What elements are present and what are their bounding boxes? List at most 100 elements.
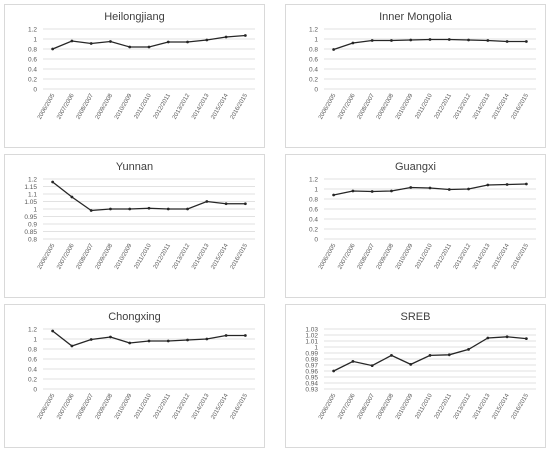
x-tick-label: 2014/2013 xyxy=(472,392,492,420)
data-point xyxy=(409,38,413,42)
y-tick-label: 0 xyxy=(314,87,318,94)
x-tick-label: 2006/2005 xyxy=(37,392,57,420)
data-point xyxy=(467,348,470,351)
chart-title: SREB xyxy=(400,311,431,323)
x-tick-label: 2013/2012 xyxy=(453,392,473,420)
line-chart: 0 0.2 0.4 0.6 0.8 1 1.2 2006/2005 2007/2006 2008/… xyxy=(28,27,255,121)
chart-title: Guangxi xyxy=(395,161,436,173)
y-tick-label: 0.95 xyxy=(305,375,318,382)
y-tick-label: 0.6 xyxy=(309,57,318,64)
line-chart: 0 0.2 0.4 0.6 0.8 1 1.2 2006/2005 2007/2006 2008/… xyxy=(309,27,536,121)
x-tick-label: 2010/2009 xyxy=(114,242,134,270)
x-tick-label: 2010/2009 xyxy=(395,242,415,270)
chart-panel-heilongjiang: Heilongjiang 0 0.2 0.4 0.6 0.8 1 1.2 2006/2005 2… xyxy=(4,4,265,148)
x-tick-label: 2006/2005 xyxy=(318,92,338,120)
x-tick-label: 2010/2009 xyxy=(114,92,134,120)
y-tick-label: 0.2 xyxy=(309,227,318,234)
y-tick-label: 0.2 xyxy=(309,77,318,84)
x-tick-label: 2011/2010 xyxy=(415,92,434,120)
x-tick-label: 2015/2014 xyxy=(210,392,230,420)
x-tick-label: 2014/2013 xyxy=(472,242,492,270)
x-tick-label: 2010/2009 xyxy=(114,392,134,420)
x-tick-label: 2008/2007 xyxy=(76,392,96,420)
data-point xyxy=(428,354,432,357)
x-tick-label: 2008/2007 xyxy=(357,92,377,120)
data-point xyxy=(186,207,189,211)
line-chart: 0.930.940.950.960.970.980.9911.011.021.0… xyxy=(305,327,536,421)
x-tick-label: 2016/2015 xyxy=(230,242,250,270)
data-point xyxy=(370,364,374,367)
y-tick-label: 1 xyxy=(314,345,318,352)
x-tick-label: 2007/2006 xyxy=(337,392,357,420)
line-chart: 0 0.2 0.4 0.6 0.8 1 1.2 2006/2005 2007/2006 2008/… xyxy=(309,177,536,271)
data-point xyxy=(467,187,470,191)
data-point xyxy=(486,39,490,42)
y-tick-label: 1 xyxy=(33,337,37,344)
data-point xyxy=(205,38,209,42)
data-point xyxy=(166,339,170,343)
y-tick-label: 0.4 xyxy=(28,367,37,374)
x-tick-label: 2012/2011 xyxy=(153,392,172,420)
data-point xyxy=(351,360,355,363)
chart-panel-inner-mongolia: Inner Mongolia 0 0.2 0.4 0.6 0.8 1 1.2 2006/200… xyxy=(285,4,546,148)
y-tick-label: 0.93 xyxy=(305,387,318,394)
y-tick-label: 1.01 xyxy=(305,339,318,346)
y-tick-label: 1.2 xyxy=(28,327,37,334)
y-tick-label: 0.8 xyxy=(28,47,37,54)
x-tick-label: 2013/2012 xyxy=(453,92,473,120)
x-tick-label: 2012/2011 xyxy=(434,242,453,270)
x-tick-label: 2013/2012 xyxy=(172,392,192,420)
y-tick-label: 0.6 xyxy=(28,57,37,64)
data-point xyxy=(147,45,151,49)
y-tick-label: 1 xyxy=(314,37,318,44)
data-point xyxy=(332,48,336,51)
y-tick-label: 0.2 xyxy=(28,77,37,84)
y-tick-label: 1.02 xyxy=(305,333,318,340)
x-tick-label: 2007/2006 xyxy=(56,242,76,270)
data-point xyxy=(70,39,74,43)
line-chart: 0 0.2 0.4 0.6 0.8 1 1.2 2006/2005 2007/2006 2008/… xyxy=(28,327,255,421)
y-tick-label: 0.97 xyxy=(305,363,318,370)
data-point xyxy=(409,363,413,366)
x-tick-label: 2007/2006 xyxy=(337,92,357,120)
x-tick-label: 2015/2014 xyxy=(491,92,511,120)
data-point xyxy=(524,182,528,186)
data-point xyxy=(505,40,509,43)
y-tick-label: 0.8 xyxy=(309,47,318,54)
x-tick-label: 2012/2011 xyxy=(153,92,172,120)
y-tick-label: 1.1 xyxy=(28,192,37,199)
data-point xyxy=(224,334,228,337)
y-tick-label: 0 xyxy=(33,87,37,94)
x-tick-label: 2013/2012 xyxy=(453,242,473,270)
y-tick-label: 0 xyxy=(314,237,318,244)
y-tick-label: 0.8 xyxy=(309,197,318,204)
data-point xyxy=(109,335,112,339)
data-point xyxy=(370,39,374,42)
x-tick-label: 2011/2010 xyxy=(134,92,153,120)
chart-title: Chongxing xyxy=(108,311,161,323)
x-tick-label: 2010/2009 xyxy=(395,92,415,120)
data-point xyxy=(109,207,112,211)
x-tick-label: 2007/2006 xyxy=(56,92,76,120)
data-point xyxy=(128,341,132,345)
y-tick-label: 0.6 xyxy=(309,207,318,214)
x-tick-label: 2008/2007 xyxy=(76,242,96,270)
y-tick-label: 0.4 xyxy=(309,217,318,224)
x-tick-label: 2015/2014 xyxy=(491,392,511,420)
x-tick-label: 2006/2005 xyxy=(37,242,57,270)
data-point xyxy=(147,206,151,210)
data-point xyxy=(70,195,74,199)
data-point xyxy=(390,189,393,193)
x-tick-label: 2009/2008 xyxy=(95,92,115,120)
data-point xyxy=(486,336,490,340)
data-point xyxy=(351,189,355,193)
data-point xyxy=(409,186,413,189)
series-line xyxy=(333,336,527,372)
x-tick-label: 2016/2015 xyxy=(511,92,531,120)
data-point xyxy=(205,337,209,341)
data-point xyxy=(505,335,509,339)
data-point xyxy=(51,180,55,184)
x-tick-label: 2009/2008 xyxy=(376,242,396,270)
data-point xyxy=(524,337,528,340)
